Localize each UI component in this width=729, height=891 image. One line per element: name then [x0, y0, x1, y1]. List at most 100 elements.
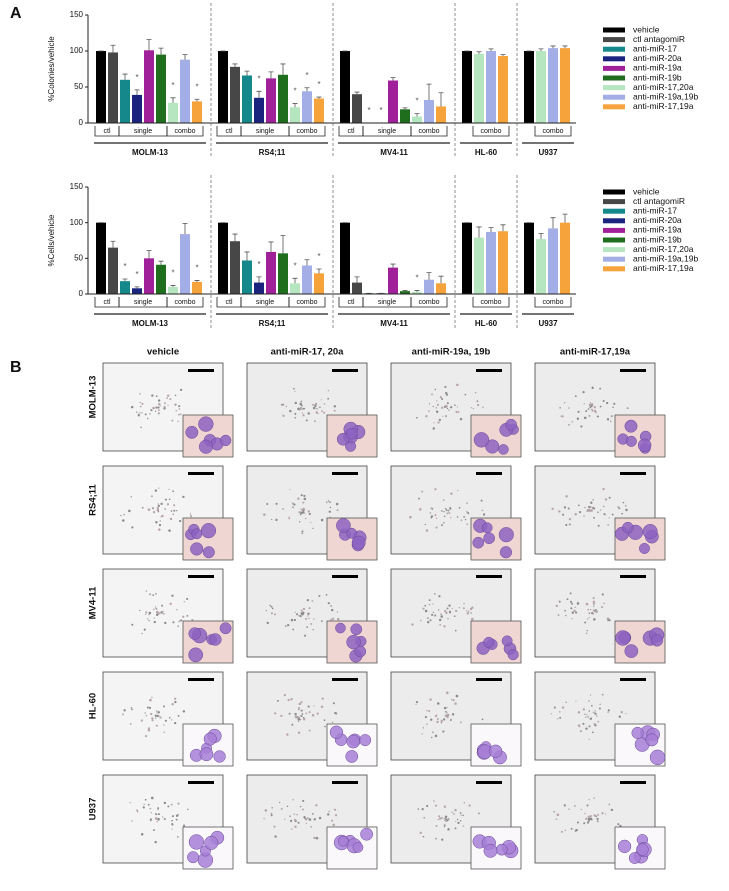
- cell-speck: [447, 509, 450, 512]
- cell-speck: [571, 611, 575, 614]
- cell-speck: [448, 604, 451, 607]
- cell-speck: [176, 509, 178, 512]
- cell-speck: [625, 508, 628, 512]
- micrograph: [102, 671, 234, 767]
- cell-speck: [327, 500, 330, 502]
- stained-cell: [631, 726, 644, 739]
- cell-speck: [565, 495, 568, 498]
- subgroup-bracket: [534, 297, 572, 308]
- cell-speck: [446, 512, 449, 515]
- cell-speck: [298, 614, 300, 617]
- cell-speck: [459, 812, 462, 814]
- legend-swatch: [603, 237, 625, 243]
- cell-speck: [421, 490, 424, 493]
- stained-cell: [345, 750, 359, 763]
- error-bar: [182, 54, 188, 60]
- cell-speck: [155, 714, 158, 717]
- cell-speck: [440, 722, 443, 724]
- cell-speck: [171, 828, 173, 830]
- stained-cell: [188, 647, 204, 663]
- subgroup-label: ctl: [226, 128, 233, 135]
- cell-speck: [274, 712, 277, 715]
- cell-speck: [606, 401, 609, 405]
- cell-speck: [171, 823, 174, 826]
- cell-speck: [302, 612, 305, 615]
- significance-marker: *: [123, 262, 126, 271]
- cell-speck: [151, 696, 153, 699]
- cell-speck: [174, 394, 177, 397]
- cell-speck: [166, 397, 168, 399]
- micrograph: [102, 362, 234, 458]
- cell-speck: [155, 724, 158, 727]
- x-tick-label: HL-60: [475, 148, 498, 157]
- cell-speck: [328, 510, 331, 513]
- stained-cell: [481, 522, 493, 534]
- cell-speck: [608, 517, 610, 519]
- cell-speck: [568, 518, 572, 521]
- cell-speck: [300, 709, 303, 712]
- cell-speck: [579, 730, 582, 733]
- cell-speck: [610, 808, 614, 812]
- cell-speck: [147, 727, 151, 730]
- cell-speck: [130, 496, 132, 498]
- cell-speck: [574, 606, 576, 608]
- cell-speck: [588, 414, 591, 417]
- stained-cell: [501, 635, 513, 647]
- cell-speck: [312, 628, 314, 631]
- cell-speck: [459, 721, 462, 724]
- cell-speck: [323, 403, 326, 405]
- legend-swatch: [603, 27, 625, 33]
- cell-speck: [626, 407, 629, 410]
- y-axis-label: %Colonies/vehicle: [47, 36, 56, 102]
- cell-speck: [424, 715, 427, 719]
- cell-speck: [571, 420, 574, 423]
- cell-speck: [288, 712, 291, 715]
- legend-label: ctl antagomiR: [633, 34, 685, 44]
- cell-speck: [299, 402, 302, 406]
- cell-speck: [436, 718, 439, 721]
- cell-speck: [312, 812, 314, 815]
- micrograph: [246, 362, 378, 458]
- cell-speck: [303, 512, 306, 514]
- cell-speck: [584, 812, 586, 815]
- cell-speck: [442, 415, 444, 417]
- cell-speck: [571, 618, 573, 620]
- error-bar: [476, 226, 482, 238]
- cell-speck: [591, 386, 594, 389]
- cell-speck: [576, 602, 580, 605]
- error-bar: [316, 96, 322, 99]
- stained-cell: [636, 843, 649, 856]
- cell-speck: [294, 417, 296, 419]
- cell-speck: [565, 614, 567, 617]
- cell-speck: [302, 414, 305, 417]
- scale-bar: [620, 472, 646, 475]
- cell-speck: [432, 611, 435, 613]
- stained-cell: [346, 734, 361, 749]
- cell-speck: [273, 613, 276, 616]
- cell-speck: [310, 826, 312, 828]
- cell-speck: [588, 612, 591, 614]
- cell-speck: [593, 406, 596, 409]
- cell-speck: [140, 426, 143, 429]
- cell-speck: [599, 387, 602, 390]
- cell-speck: [146, 417, 149, 420]
- cell-speck: [589, 506, 592, 509]
- cell-speck: [433, 422, 435, 424]
- cell-speck: [462, 825, 465, 827]
- cell-speck: [585, 410, 588, 413]
- cell-speck: [599, 509, 602, 511]
- error-bar: [110, 240, 116, 248]
- bar: [254, 97, 264, 123]
- cell-speck: [463, 802, 465, 804]
- cell-speck: [607, 711, 609, 713]
- cell-speck: [167, 805, 170, 808]
- cell-speck: [448, 610, 451, 613]
- column-header: anti-miR-17, 20a: [271, 347, 345, 358]
- cell-speck: [175, 818, 178, 821]
- cell-speck: [152, 594, 155, 596]
- cell-speck: [607, 524, 609, 526]
- cell-speck: [144, 798, 147, 801]
- cell-speck: [445, 414, 447, 417]
- legend-label: anti-miR-19a: [633, 63, 682, 73]
- cell-speck: [598, 707, 601, 710]
